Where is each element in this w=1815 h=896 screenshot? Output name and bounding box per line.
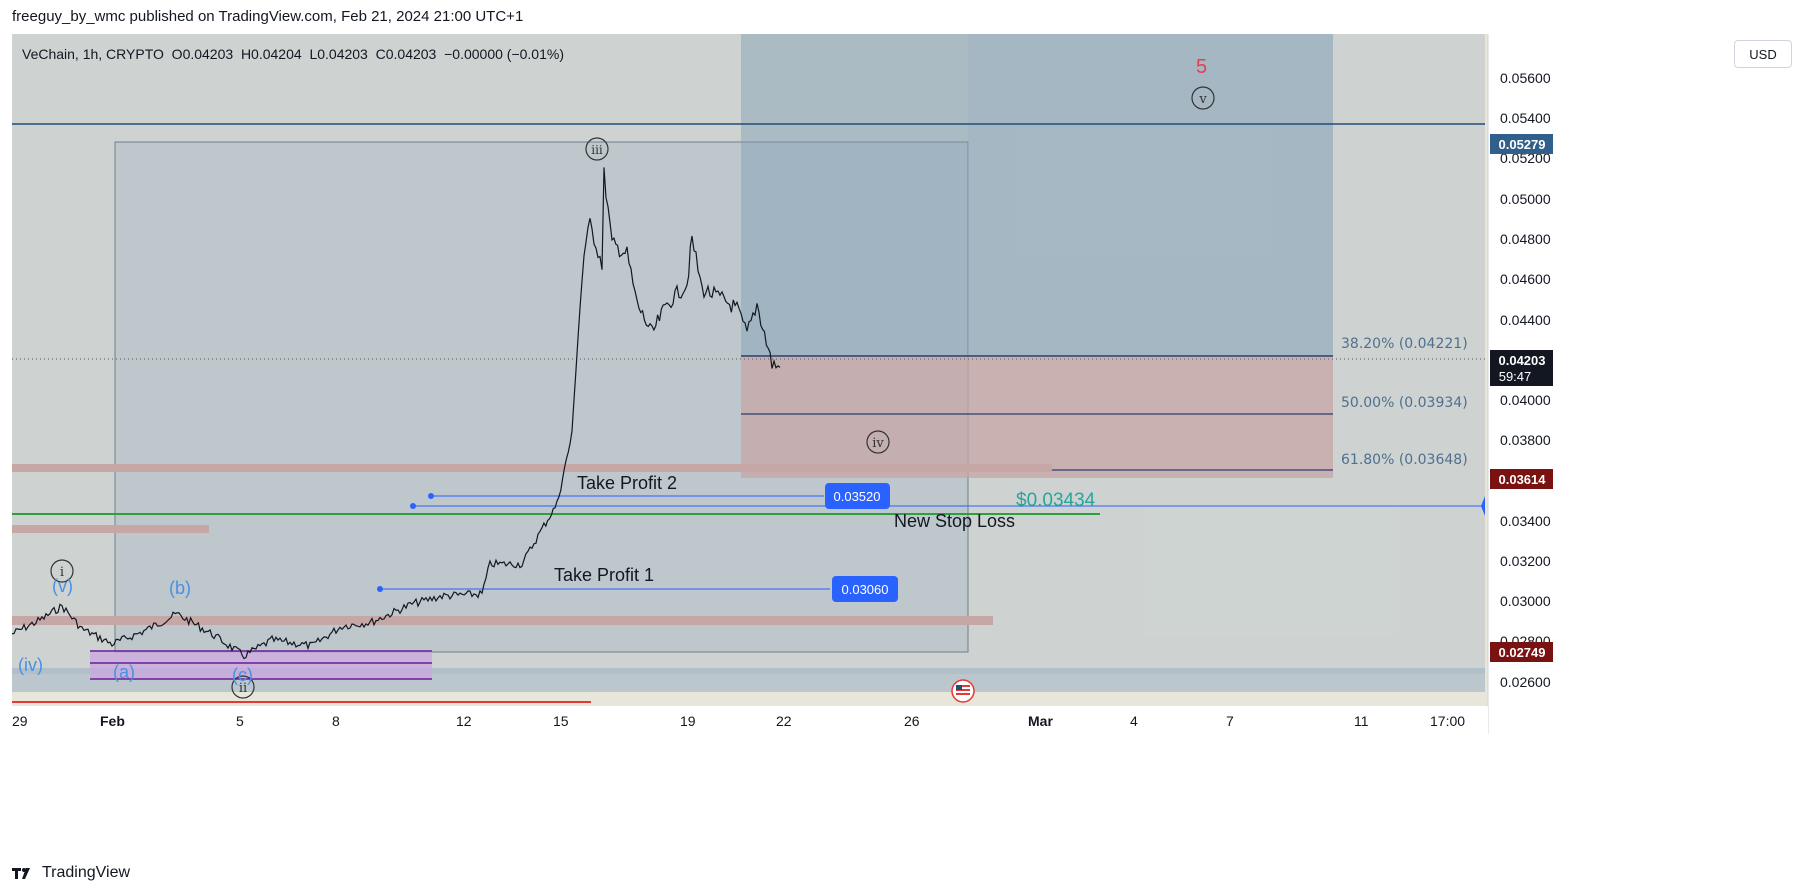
wave-ii-label: ii — [239, 681, 247, 696]
badge-countdown-text: 59:47 — [1499, 369, 1532, 384]
time-tick: 5 — [236, 713, 244, 729]
time-tick: 22 — [776, 713, 792, 729]
tradingview-brand: TradingView — [42, 864, 131, 881]
wave-blue-v: (v) — [52, 576, 73, 596]
chart-canvas[interactable]: 0.03520 0.03060 Take Profit 2 Take Profi… — [12, 34, 1798, 852]
price-tick: 0.04400 — [1500, 312, 1551, 328]
tp2-badge-text: 0.03520 — [834, 489, 881, 504]
band-resistance — [12, 464, 1052, 472]
time-tick: 29 — [12, 713, 28, 729]
time-tick: 26 — [904, 713, 920, 729]
us-flag-stripe-2 — [956, 689, 970, 691]
zone-upper-left — [12, 34, 1485, 674]
price-tick: 0.05600 — [1500, 70, 1551, 86]
price-tick: 0.02600 — [1500, 674, 1551, 690]
price-tick: 0.05400 — [1500, 110, 1551, 126]
stop-price-label: $0.03434 — [1016, 490, 1096, 511]
time-tick: 17:00 — [1430, 713, 1465, 729]
time-tick: Feb — [100, 713, 125, 729]
price-tick: 0.03800 — [1500, 432, 1551, 448]
tp1-badge[interactable] — [832, 576, 898, 602]
fib-61-label: 61.80% (0.03648) — [1341, 452, 1468, 468]
time-tick: 11 — [1354, 713, 1369, 729]
tp2-badge[interactable] — [825, 483, 890, 509]
badge-low-price-text: 0.02749 — [1499, 645, 1546, 660]
us-flag-stripe-1 — [956, 685, 970, 687]
badge-last-price-text: 0.04203 — [1499, 353, 1546, 368]
time-tick: 12 — [456, 713, 472, 729]
publisher-header: freeguy_by_wmc published on TradingView.… — [12, 8, 524, 25]
wave-ii-marker: ii — [231, 675, 255, 699]
wave-blue-a: (a) — [113, 662, 135, 682]
price-tick: 0.04000 — [1500, 392, 1551, 408]
fib-zone — [741, 356, 1333, 478]
time-tick: 4 — [1130, 713, 1138, 729]
price-series — [12, 167, 781, 660]
price-axis-ticks: 0.05600 0.05400 0.05200 0.05000 0.04800 … — [1500, 70, 1551, 690]
time-tick: 8 — [332, 713, 340, 729]
wave-blue-c: (c) — [232, 665, 253, 685]
tp-long-handle[interactable] — [410, 503, 416, 509]
currency-button[interactable]: USD — [1734, 40, 1792, 68]
purple-zone — [90, 651, 432, 679]
tp1-handle[interactable] — [377, 586, 383, 592]
zone-target-right — [968, 34, 1333, 356]
price-tick: 0.04800 — [1500, 231, 1551, 247]
wave-blue-iv: (iv) — [18, 655, 43, 675]
wave-v-marker: v — [1191, 86, 1215, 110]
time-tick: 15 — [553, 713, 569, 729]
badge-fib-price — [1490, 469, 1553, 489]
tp1-badge-text: 0.03060 — [842, 582, 889, 597]
price-tick: 0.03000 — [1500, 593, 1551, 609]
wave-iv-label: iv — [872, 436, 884, 451]
badge-low-price — [1490, 642, 1553, 662]
new-stop-loss-label: New Stop Loss — [894, 511, 1015, 531]
price-tick: 0.03200 — [1500, 553, 1551, 569]
wave-i-marker: i — [50, 559, 74, 583]
chart-area[interactable]: 0.03520 0.03060 Take Profit 2 Take Profi… — [12, 34, 1798, 852]
wave-5-label: 5 — [1196, 56, 1207, 78]
time-tick: 19 — [680, 713, 696, 729]
wave-iv-circle — [866, 430, 890, 454]
price-tick: 0.03400 — [1500, 513, 1551, 529]
line-end-handle[interactable] — [1481, 496, 1485, 516]
time-tick: Mar — [1028, 713, 1053, 729]
band-small — [12, 525, 209, 533]
wave-ii-circle — [231, 675, 255, 699]
wave-iv-marker: iv — [866, 430, 890, 454]
badge-target-price-text: 0.05279 — [1499, 137, 1546, 152]
badge-fib-price-text: 0.03614 — [1499, 472, 1547, 487]
time-axis[interactable] — [12, 706, 1488, 736]
fib-38-label: 38.20% (0.04221) — [1341, 336, 1468, 352]
wave-iii-circle — [585, 137, 609, 161]
tradingview-logo-icon — [12, 868, 30, 879]
wave-blue-b: (b) — [169, 578, 191, 598]
tp2-handle[interactable] — [428, 493, 434, 499]
time-tick: 7 — [1226, 713, 1234, 729]
price-tick: 0.05000 — [1500, 191, 1551, 207]
symbol-ohlc-legend[interactable]: VeChain, 1h, CRYPTO O0.04203 H0.04204 L0… — [22, 46, 564, 62]
badge-last-price — [1490, 350, 1553, 386]
bottom-spacer — [12, 736, 1798, 852]
price-tick: 0.04600 — [1500, 271, 1551, 287]
price-axis[interactable] — [1488, 34, 1798, 852]
take-profit-1-label: Take Profit 1 — [554, 565, 654, 585]
time-axis-ticks: 29 Feb 5 8 12 15 19 22 26 Mar 4 7 11 17:… — [12, 713, 1465, 729]
wave-i-circle — [50, 559, 74, 583]
wave-v-circle — [1191, 86, 1215, 110]
take-profit-2-label: Take Profit 2 — [577, 473, 677, 493]
wave-v-label: v — [1198, 92, 1207, 107]
badge-target-price — [1490, 134, 1553, 154]
us-flag-event-icon[interactable] — [951, 679, 975, 703]
tradingview-footer[interactable]: TradingView — [12, 864, 130, 882]
band-support — [12, 616, 993, 625]
zone-target-box — [741, 34, 1333, 356]
wave-iii-marker: iii — [585, 137, 609, 161]
us-flag-stripe-3 — [956, 693, 970, 695]
fib-50-label: 50.00% (0.03934) — [1341, 395, 1468, 411]
us-flag-canton — [956, 685, 962, 690]
wave-iii-label: iii — [591, 143, 603, 157]
wave-i-label: i — [60, 565, 64, 580]
